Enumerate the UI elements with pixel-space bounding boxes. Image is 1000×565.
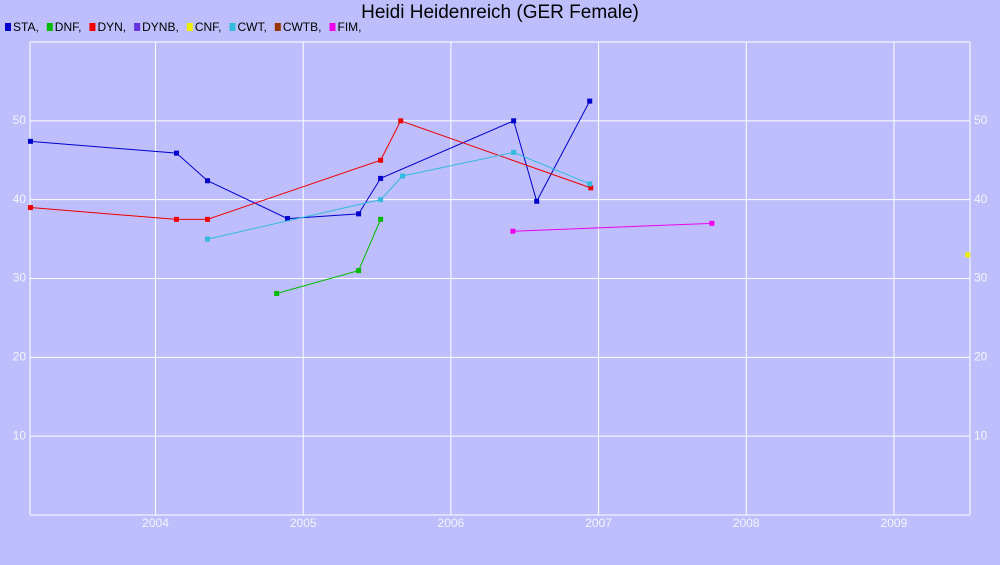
series-line — [512, 222, 712, 232]
point — [965, 252, 971, 258]
point — [534, 198, 540, 204]
x-tick-label: 2005 — [290, 516, 317, 530]
point — [378, 216, 384, 222]
legend-swatch — [5, 23, 11, 31]
point — [511, 149, 517, 155]
point — [205, 216, 211, 222]
point — [587, 181, 593, 187]
point — [511, 118, 517, 124]
x-tick-label: 2006 — [438, 516, 465, 530]
point — [510, 228, 516, 234]
chart-title: Heidi Heidenreich (GER Female) — [361, 2, 639, 23]
point — [174, 150, 180, 156]
legend-label: CWT, — [237, 20, 266, 34]
legend-swatch — [89, 23, 96, 31]
point — [588, 185, 594, 191]
point — [27, 205, 33, 211]
y2-tick-label: 40 — [974, 192, 988, 206]
y2-tick-label: 20 — [974, 350, 988, 364]
y-tick-label: 10 — [13, 428, 27, 442]
legend-swatch — [46, 23, 53, 31]
point — [205, 178, 211, 184]
legend-swatch — [134, 23, 141, 31]
legend-label: STA, — [13, 20, 39, 34]
legend-label: DYN, — [97, 20, 126, 34]
legend-swatch — [229, 23, 236, 31]
y-tick-label: 20 — [13, 350, 27, 364]
point — [378, 197, 384, 203]
y-tick-label: 40 — [13, 192, 27, 206]
y2-tick-label: 30 — [974, 271, 988, 285]
legend-swatch — [329, 23, 336, 31]
point — [587, 98, 593, 104]
x-tick-label: 2009 — [881, 516, 908, 530]
point — [378, 157, 384, 163]
legend-label: CNF, — [195, 20, 222, 34]
point — [356, 211, 362, 217]
point — [356, 268, 362, 274]
point — [27, 138, 33, 144]
legend-swatch — [186, 23, 193, 31]
legend-label: DYNB, — [142, 20, 179, 34]
legend-label: CWTB, — [283, 20, 322, 34]
point — [398, 118, 404, 124]
x-tick-label: 2008 — [733, 516, 760, 530]
y-tick-label: 30 — [13, 271, 27, 285]
series-line — [30, 120, 591, 220]
point — [378, 175, 384, 181]
point — [400, 173, 406, 179]
y2-tick-label: 50 — [974, 113, 988, 127]
point — [709, 220, 715, 226]
point — [285, 216, 291, 222]
point — [274, 290, 280, 296]
point — [205, 236, 211, 242]
point — [174, 216, 180, 222]
x-tick-label: 2004 — [142, 516, 169, 530]
x-tick-label: 2007 — [585, 516, 612, 530]
legend-swatch — [274, 23, 281, 31]
legend-label: FIM, — [337, 20, 361, 34]
legend-label: DNF, — [55, 20, 82, 34]
y-tick-label: 50 — [13, 113, 27, 127]
y2-tick-label: 10 — [974, 428, 988, 442]
